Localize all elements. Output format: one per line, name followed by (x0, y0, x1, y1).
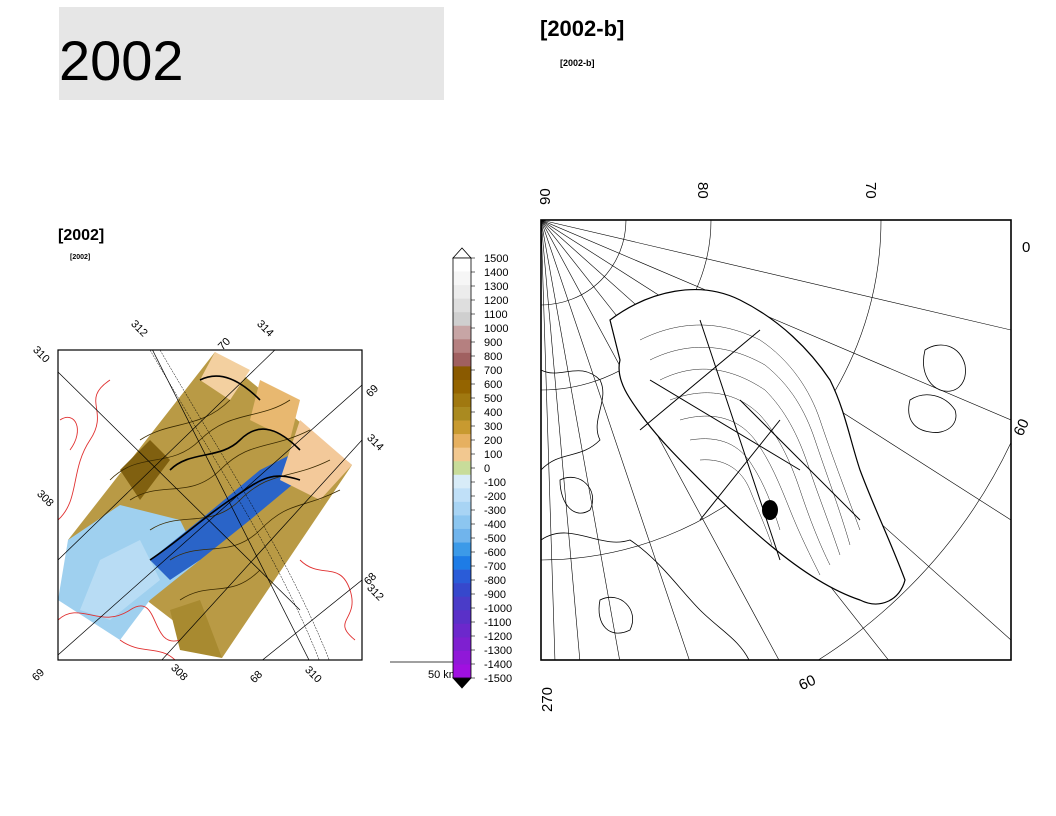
left-grid-label: 310 (30, 344, 51, 365)
right-bottom-label: 60 (796, 672, 818, 694)
colorbar-swatch (453, 352, 471, 367)
colorbar: 1500140013001200110010009008007006005004… (452, 247, 512, 689)
colorbar-swatch (453, 664, 471, 679)
colorbar-swatch (453, 420, 471, 435)
left-map: 310 312 70 314 69 314 68 312 308 69 308 … (30, 318, 470, 686)
colorbar-tick-label: 800 (484, 351, 502, 363)
colorbar-swatch (453, 488, 471, 503)
right-top-label: 80 (694, 182, 711, 199)
colorbar-tick-label: 900 (484, 337, 502, 349)
colorbar-tick-label: -100 (484, 477, 506, 489)
colorbar-tick-label: 200 (484, 435, 502, 447)
colorbar-tick-label: -200 (484, 491, 506, 503)
colorbar-swatch (453, 434, 471, 448)
colorbar-swatch (453, 556, 471, 570)
right-bottom-label: 270 (539, 687, 556, 712)
colorbar-tick-label: -600 (484, 547, 506, 559)
colorbar-swatch (453, 339, 471, 354)
colorbar-swatch (453, 258, 471, 272)
colorbar-bottom-arrow (452, 677, 472, 689)
right-top-label: 70 (862, 182, 879, 199)
colorbar-top-arrow (452, 247, 472, 259)
colorbar-swatch (453, 298, 471, 313)
colorbar-tick-label: 1300 (484, 281, 508, 293)
colorbar-swatch (453, 393, 471, 408)
colorbar-tick-label: -1500 (484, 673, 512, 685)
colorbar-swatch (453, 325, 471, 340)
colorbar-tick-label: -700 (484, 561, 506, 573)
colorbar-tick-label: -500 (484, 533, 506, 545)
left-grid-label: 308 (168, 662, 189, 683)
colorbar-tick-label: 500 (484, 393, 502, 405)
colorbar-tick-label: 400 (484, 407, 502, 419)
right-map-frame (540, 219, 1012, 661)
left-map-title: [2002] (58, 227, 105, 244)
colorbar-swatch (453, 528, 471, 543)
colorbar-tick-label: -400 (484, 519, 506, 531)
colorbar-swatch (453, 583, 471, 598)
left-grid-label: 68 (248, 669, 265, 686)
colorbar-swatch (453, 461, 471, 476)
right-side-label: 0 (1022, 239, 1030, 256)
right-map-subtitle: [2002-b] (560, 58, 595, 68)
colorbar-tick-label: -1400 (484, 659, 512, 671)
colorbar-tick-label: 300 (484, 421, 502, 433)
right-map: 90 80 70 0 60 270 60 (537, 182, 1033, 712)
colorbar-tick-label: -300 (484, 505, 506, 517)
colorbar-swatch (453, 474, 471, 489)
left-grid-label: 312 (128, 318, 149, 339)
colorbar-swatch (453, 407, 471, 421)
colorbar-swatch (453, 366, 471, 381)
colorbar-tick-label: 100 (484, 449, 502, 461)
colorbar-tick-label: 1100 (484, 309, 508, 321)
colorbar-swatch (453, 501, 471, 516)
colorbar-tick-label: 600 (484, 379, 502, 391)
left-grid-label: 314 (254, 318, 275, 339)
colorbar-swatch (453, 271, 471, 286)
colorbar-tick-label: 1500 (484, 253, 508, 265)
year-header: 2002 (59, 7, 444, 100)
colorbar-swatch (453, 596, 471, 611)
colorbar-swatch (453, 285, 471, 299)
year-title: 2002 (59, 29, 184, 92)
colorbar-tick-label: -900 (484, 589, 506, 601)
left-grid-label: 69 (30, 667, 47, 684)
colorbar-tick-label: -1100 (484, 617, 511, 629)
colorbar-swatch (453, 312, 471, 327)
colorbar-swatch (453, 650, 471, 665)
colorbar-tick-label: 700 (484, 365, 502, 377)
colorbar-tick-label: 1400 (484, 267, 508, 279)
colorbar-swatch (453, 637, 471, 652)
right-map-title: [2002-b] (540, 16, 625, 41)
left-map-frame (57, 349, 363, 661)
colorbar-swatch (453, 447, 471, 462)
colorbar-tick-label: -800 (484, 575, 506, 587)
left-grid-label: 314 (364, 432, 385, 453)
colorbar-swatch (453, 610, 471, 625)
left-map-subtitle: [2002] (70, 254, 91, 261)
colorbar-tick-label: 1200 (484, 295, 508, 307)
left-grid-label: 308 (34, 488, 55, 509)
colorbar-tick-label: 0 (484, 463, 490, 475)
colorbar-tick-label: 1000 (484, 323, 508, 335)
right-side-label: 60 (1010, 416, 1032, 438)
colorbar-swatch (453, 542, 471, 557)
iceland-outline (908, 394, 957, 433)
colorbar-swatch (453, 623, 471, 638)
left-grid-label: 69 (364, 383, 381, 400)
greenland-outline (609, 289, 906, 605)
scale-bar-label: 50 km (428, 669, 458, 681)
left-grid-label: 310 (302, 664, 323, 685)
colorbar-swatch (453, 515, 471, 530)
colorbar-tick-label: -1000 (484, 603, 512, 615)
right-top-label: 90 (537, 188, 554, 205)
colorbar-tick-label: -1300 (484, 645, 512, 657)
colorbar-swatch (453, 569, 471, 584)
colorbar-tick-label: -1200 (484, 631, 512, 643)
colorbar-swatch (453, 379, 471, 394)
